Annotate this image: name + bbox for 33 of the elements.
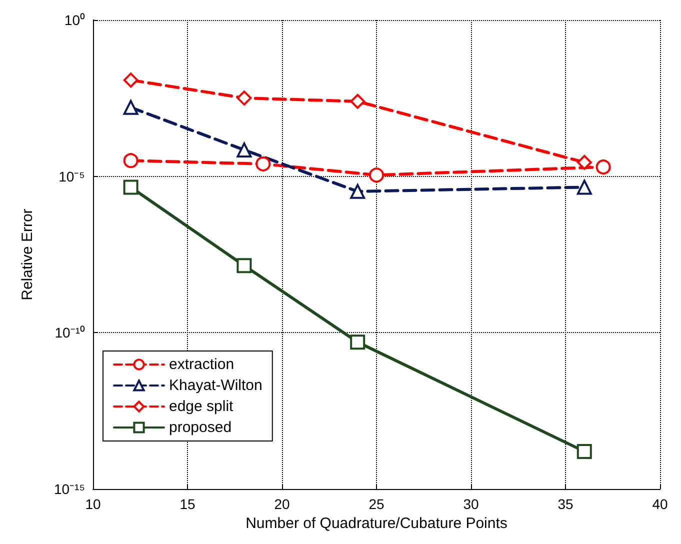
point bbox=[236, 90, 252, 106]
point bbox=[350, 94, 366, 109]
x-tick-label: 25 bbox=[368, 496, 384, 512]
point bbox=[596, 159, 611, 174]
legend-label: proposed bbox=[169, 419, 232, 436]
y-tick-label: 10⁻¹⁵ bbox=[54, 481, 85, 498]
x-tick-label: 20 bbox=[274, 496, 290, 512]
point bbox=[236, 258, 252, 274]
y-tick-label: 10⁻¹⁰ bbox=[54, 324, 85, 341]
x-tick-label: 30 bbox=[463, 496, 479, 512]
point bbox=[123, 180, 138, 195]
point bbox=[369, 168, 384, 183]
legend-label: extraction bbox=[169, 356, 234, 373]
y-axis-title: Relative Error bbox=[19, 208, 36, 300]
point bbox=[236, 142, 252, 158]
legend-label: edge split bbox=[169, 398, 234, 415]
x-axis-title: Number of Quadrature/Cubature Points bbox=[246, 515, 508, 532]
x-tick-label: 15 bbox=[180, 496, 196, 512]
point bbox=[576, 444, 592, 459]
x-tick-label: 35 bbox=[558, 496, 574, 512]
y-tick-label: 10⁻⁵ bbox=[58, 168, 85, 184]
point bbox=[576, 154, 592, 170]
x-tick-label: 10 bbox=[85, 496, 101, 512]
point bbox=[350, 334, 366, 350]
point bbox=[123, 72, 138, 88]
point bbox=[350, 184, 366, 199]
point bbox=[256, 156, 271, 172]
x-tick-label: 40 bbox=[652, 496, 668, 512]
y-tick-label: 10⁰ bbox=[64, 12, 85, 28]
legend-label: Khayat-Wilton bbox=[169, 377, 262, 394]
point bbox=[123, 100, 138, 115]
point bbox=[123, 153, 138, 168]
point bbox=[576, 180, 592, 195]
